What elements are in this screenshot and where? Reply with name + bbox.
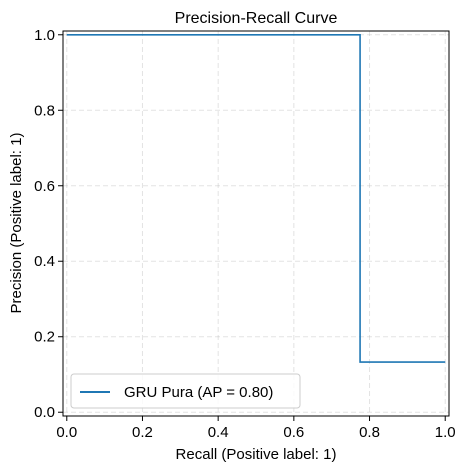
x-tick-label: 0.6 — [283, 424, 304, 441]
plot-frame — [62, 30, 450, 417]
y-axis-label: Precision (Positive label: 1) — [8, 133, 25, 314]
x-tick-label: 0.8 — [359, 424, 380, 441]
series-group — [66, 33, 446, 363]
legend-box — [70, 373, 301, 409]
y-tick-label: 0.4 — [34, 253, 55, 270]
y-axis-ticks: 0.0 0.2 0.4 0.6 0.8 1.0 — [34, 27, 63, 421]
x-tick-label: 0.4 — [208, 424, 229, 441]
y-tick-label: 0.0 — [34, 404, 55, 421]
series-line — [66, 33, 446, 363]
y-tick-label: 0.2 — [34, 329, 55, 346]
x-tick-label: 0.0 — [56, 424, 77, 441]
y-tick-label: 0.8 — [34, 102, 55, 119]
chart-title: Precision-Recall Curve — [175, 10, 338, 27]
legend-label: GRU Pura (AP = 0.80) — [124, 384, 273, 401]
x-axis-label: Recall (Positive label: 1) — [176, 446, 337, 463]
y-tick-label: 1.0 — [34, 27, 55, 44]
x-axis-ticks: 0.0 0.2 0.4 0.6 0.8 1.0 — [56, 416, 456, 441]
x-tick-label: 1.0 — [435, 424, 456, 441]
legend: GRU Pura (AP = 0.80) — [70, 373, 301, 409]
y-tick-label: 0.6 — [34, 178, 55, 195]
x-tick-label: 0.2 — [132, 424, 153, 441]
gridlines — [63, 31, 449, 416]
